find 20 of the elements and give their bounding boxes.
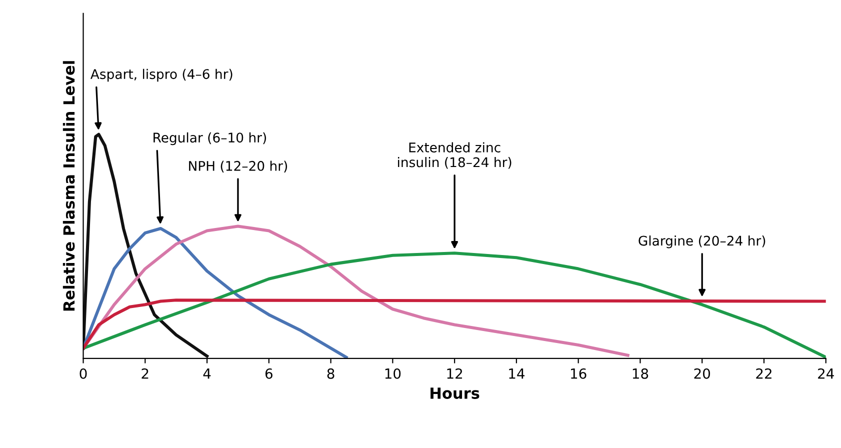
annotation: Glargine (20–24 hr) [638,236,766,248]
x-tick-label: 22 [756,368,772,379]
x-tick-label: 18 [632,368,648,379]
x-tick-label: 24 [818,368,834,379]
x-tick-label: 2 [142,368,148,379]
x-tick-label: 12 [447,368,462,379]
x-tick-label: 8 [327,368,334,379]
x-tick-label: 14 [509,368,524,379]
x-tick-label: 16 [571,368,586,379]
x-tick-label: 6 [265,368,272,379]
x-tick-label: 20 [694,368,710,379]
annotation: Extended zinc insulin (18–24 hr) [398,142,512,169]
x-tick-label: 10 [385,368,401,379]
annotation: Regular (6–10 hr) [154,132,266,146]
x-tick-label: 4 [203,368,211,379]
x-tick-label: 0 [80,368,87,379]
y-axis-title: Relative Plasma Insulin Level [62,61,75,311]
annotation: NPH (12–20 hr) [189,160,288,172]
annotation: Aspart, lispro (4–6 hr) [90,68,232,82]
x-axis-title: Hours [430,388,480,399]
